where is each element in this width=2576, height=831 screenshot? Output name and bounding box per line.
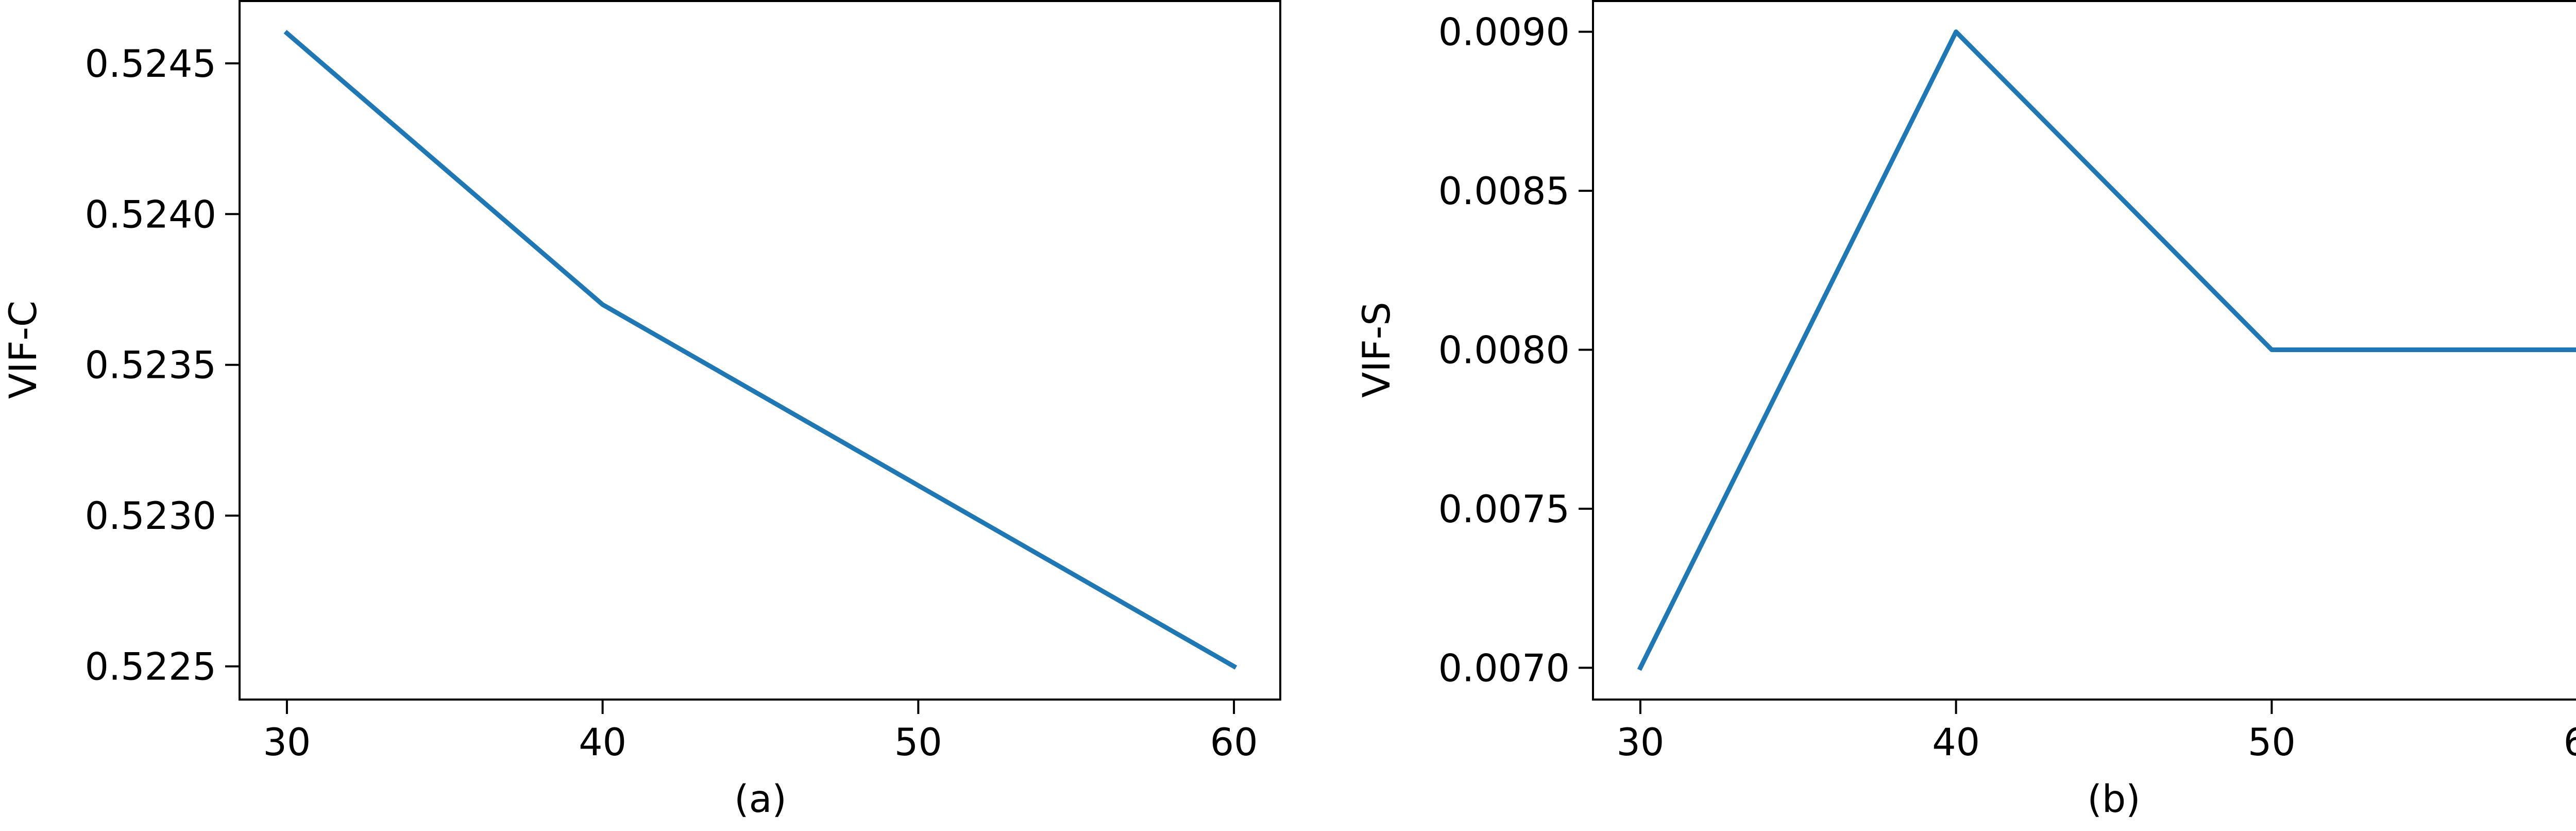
y-tick-label: 0.0090 [1438,11,1570,55]
x-tick-label: 40 [1932,721,1980,764]
x-tick-label: 30 [263,721,311,764]
y-tick-label: 0.5235 [85,344,216,388]
x-tick-label: 30 [1616,721,1664,764]
y-axis-label: VIF-S [1355,302,1399,397]
y-tick-label: 0.5240 [85,193,216,237]
chart-b: 30 40 50 60 0.0070 0.0075 0.0080 0.0085 0.0090 (b… [1355,0,2576,821]
y-tick-label: 0.5245 [85,42,216,86]
x-tick-label: 50 [894,721,942,764]
y-tick-label: 0.5230 [85,494,216,538]
series-line [1637,29,2576,671]
chart-a: 30 40 50 60 0.5225 0.5230 0.5235 0.5240 0.5245 (a… [2,0,1281,821]
x-axis-label: (a) [734,777,787,821]
y-tick-label: 0.0075 [1438,488,1570,531]
y-tick-label: 0.0080 [1438,329,1570,373]
x-tick-label: 50 [2248,721,2296,764]
x-tick-label: 60 [1210,721,1258,764]
y-tick-label: 0.0070 [1438,646,1570,690]
x-tick-label: 60 [2564,721,2576,764]
x-tick-label: 40 [579,721,626,764]
x-axis-label: (b) [2087,777,2140,821]
axes-frame [239,0,1281,701]
y-axis-label: VIF-C [2,301,45,399]
y-tick-label: 0.0085 [1438,170,1570,213]
y-tick-label: 0.5225 [85,645,216,689]
series-line [283,29,1238,670]
